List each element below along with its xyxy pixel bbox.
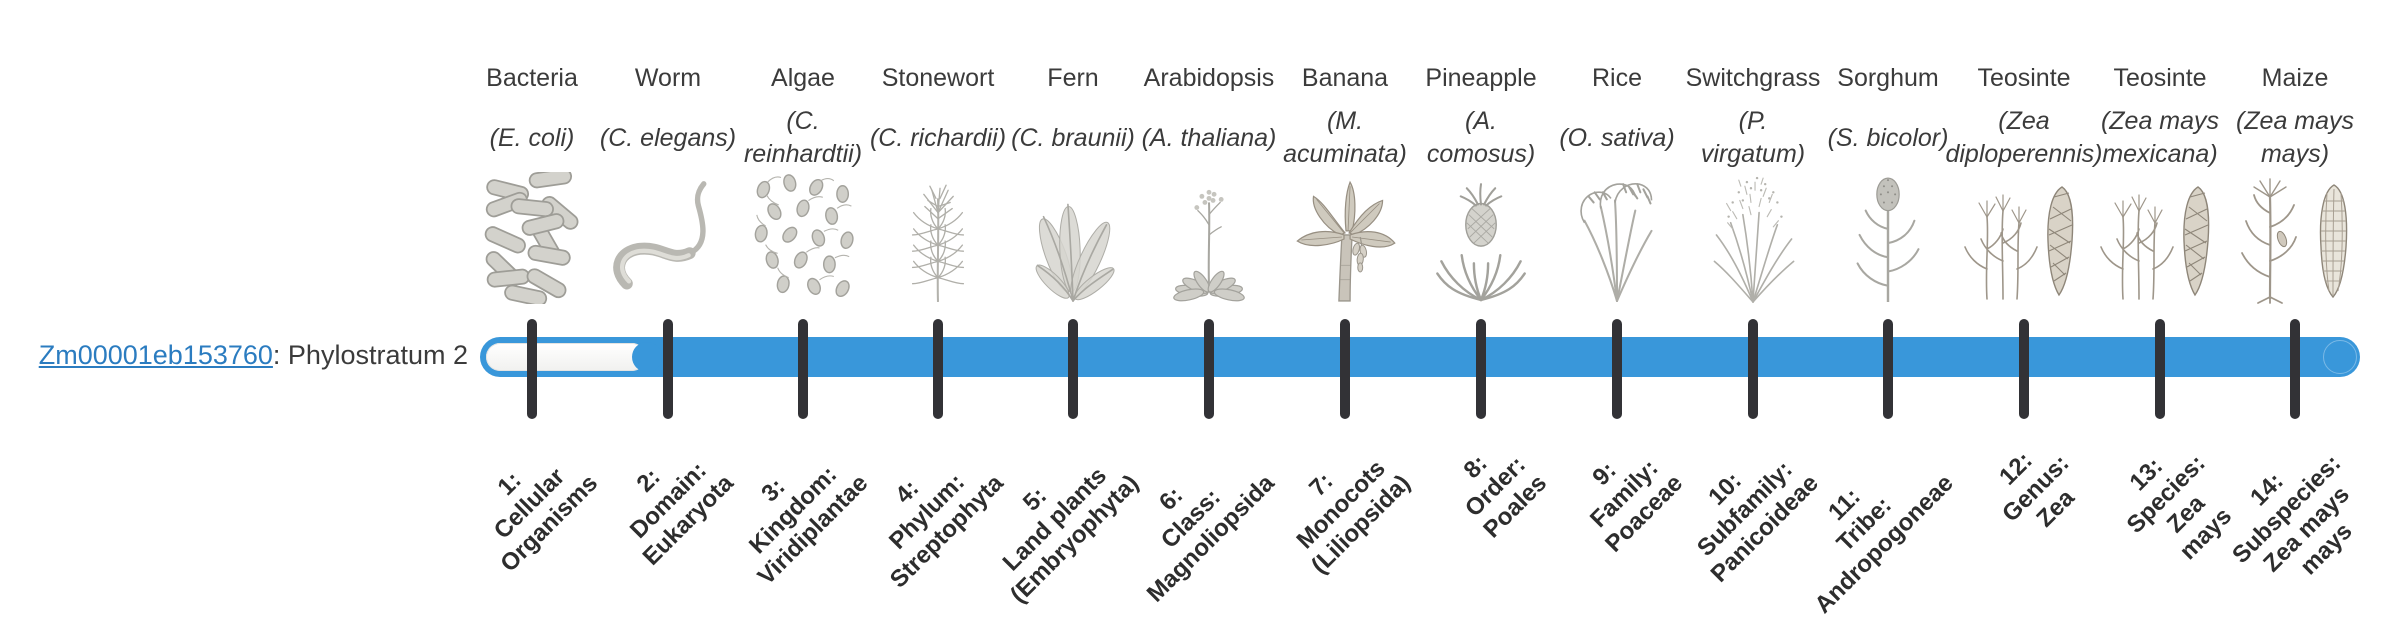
column-switchgrass: Switchgrass (P. virgatum) 10: Subfamily:… — [1668, 62, 1838, 588]
worm-icon — [603, 172, 733, 304]
column-header: Bacteria (E. coli) — [447, 62, 617, 174]
phylostratum-text: : Phylostratum 2 — [272, 340, 468, 370]
stratum-label-14: 14: Subspecies: Zea mays mays — [2226, 449, 2358, 581]
organism-name: Algae — [771, 64, 835, 92]
rice-icon — [1552, 172, 1682, 304]
organism-scientific-name: (C. richardii) — [869, 123, 1007, 152]
stratum-label-11: 11: Tribe: Andropogoneae — [1809, 469, 1959, 619]
organism-scientific-name: (O. sativa) — [1559, 123, 1675, 152]
banana-icon — [1280, 172, 1410, 304]
organism-name: Teosinte — [1977, 64, 2071, 92]
organism-name: Stonewort — [881, 64, 995, 92]
organism-scientific-name: (E. coli) — [489, 123, 575, 152]
organism-name: Sorghum — [1837, 64, 1939, 92]
column-header: Stonewort (C. richardii) — [853, 62, 1023, 174]
column-header: Teosinte (Zea diploperennis) — [1939, 62, 2109, 174]
teosinte-diploperennis-icon — [1959, 172, 2089, 304]
stratum-label-8: 8: Order: Poales — [1458, 449, 1552, 544]
column-header: Switchgrass (P. virgatum) — [1668, 62, 1838, 174]
maize-icon — [2230, 172, 2360, 304]
organism-scientific-name: (S. bicolor) — [1827, 123, 1949, 152]
stonewort-icon — [873, 172, 1003, 304]
stratum-label-3: 3: Kingdom: Viridiplantae — [744, 460, 874, 591]
stratum-label-9: 9: Family: Poaceae — [1584, 454, 1688, 558]
organism-name: Switchgrass — [1685, 64, 1821, 92]
column-maize: Maize (Zea mays mays) 14: Subspecies: Ze… — [2210, 62, 2380, 580]
switchgrass-icon — [1688, 172, 1818, 304]
column-header: Teosinte (Zea mays mexicana) — [2075, 62, 2245, 174]
column-bacteria: Bacteria (E. coli) 1: Cellular Organisms — [0, 62, 617, 578]
stratum-label-10: 10: Subfamily: Panicoideae — [1691, 455, 1824, 588]
stratum-label-13: 13: Species: Zea mays — [2121, 449, 2238, 566]
stratum-label-12: 12: Genus: Zea — [1994, 446, 2081, 533]
column-header: Fern (C. braunii) — [988, 62, 1158, 174]
column-teosinte-mexicana: Teosinte (Zea mays mexicana) 13: Species… — [0, 62, 2245, 566]
column-fern: Fern (C. braunii) 5: Land plants (Embryo… — [988, 62, 1158, 608]
sorghum-icon — [1823, 172, 1953, 304]
stratum-label-1: 1: Cellular Organisms — [488, 463, 603, 578]
organism-scientific-name: (Zea mays mexicana) — [2100, 107, 2220, 168]
organism-name: Banana — [1301, 64, 1389, 92]
organism-name: Rice — [1591, 64, 1642, 92]
column-pineapple: Pineapple (A. comosus) 8: Order: Poales — [1396, 62, 1566, 544]
stratum-label-2: 2: Domain: Eukaryota — [624, 456, 739, 571]
column-header: Sorghum (S. bicolor) — [1803, 62, 1973, 174]
organism-scientific-name: (Zea mays mays) — [2235, 107, 2355, 168]
algae-icon — [738, 172, 868, 304]
organism-name: Bacteria — [486, 64, 578, 92]
bar-end-ring — [2323, 340, 2357, 374]
stratum-label-7: 7: Monocots (Liliopsida) — [1291, 454, 1416, 580]
column-header: Algae (C. reinhardtii) — [718, 62, 888, 174]
teosinte-mexicana-icon — [2095, 172, 2225, 304]
column-banana: Banana (M. acuminata) 7: Monocots (Lilio… — [1260, 62, 1430, 580]
organism-scientific-name: (C. braunii) — [1011, 123, 1135, 152]
stratum-label-5: 5: Land plants (Embryophyta) — [997, 462, 1144, 609]
column-rice: Rice (O. sativa) 9: Family: Poaceae — [1532, 62, 1702, 558]
fern-icon — [1008, 172, 1138, 304]
organism-name: Teosinte — [2113, 64, 2207, 92]
column-teosinte-diploperennis: Teosinte (Zea diploperennis) 12: Genus: … — [1939, 62, 2109, 533]
organism-scientific-name: (C. reinhardtii) — [743, 107, 863, 168]
column-worm: Worm (C. elegans) 2: Domain: Eukaryota — [583, 62, 753, 571]
organism-scientific-name: (C. elegans) — [599, 123, 737, 152]
column-header: Arabidopsis (A. thaliana) — [1124, 62, 1294, 174]
pineapple-icon — [1416, 172, 1546, 304]
organism-name: Worm — [634, 64, 702, 92]
column-sorghum: Sorghum (S. bicolor) 11: Tribe: Andropog… — [1803, 62, 1973, 619]
column-algae: Algae (C. reinhardtii) 3: Kingdom: Virid… — [718, 62, 888, 590]
fill-start-cap — [632, 342, 662, 372]
organism-name: Maize — [2261, 64, 2329, 92]
timeline-bar — [480, 337, 2360, 377]
organism-name: Pineapple — [1425, 64, 1537, 92]
gene-id-link[interactable]: Zm00001eb153760 — [38, 340, 273, 370]
phylostratum-figure: Zm00001eb153760: Phylostratum 2 Bacteria… — [0, 62, 2380, 619]
stratum-label-6: 6: Class: Magnoliopsida — [1141, 469, 1280, 608]
column-arabidopsis: Arabidopsis (A. thaliana) 6: Class: Magn… — [1124, 62, 1294, 607]
column-header: Pineapple (A. comosus) — [1396, 62, 1566, 174]
gene-label: Zm00001eb153760: Phylostratum 2 — [30, 338, 468, 372]
organism-name: Fern — [1047, 64, 1099, 92]
bacteria-icon — [467, 172, 597, 304]
stratum-label-4: 4: Phylum: Streptophyta — [883, 468, 1009, 594]
organism-scientific-name: (A. thaliana) — [1141, 123, 1277, 152]
column-header: Maize (Zea mays mays) — [2210, 62, 2380, 174]
column-stonewort: Stonewort (C. richardii) 4: Phylum: Stre… — [853, 62, 1023, 593]
column-header: Rice (O. sativa) — [1532, 62, 1702, 174]
arabidopsis-icon — [1144, 172, 1274, 304]
organism-scientific-name: (M. acuminata) — [1283, 107, 1407, 168]
unfilled-segment-stratum-1 — [486, 343, 646, 371]
column-header: Worm (C. elegans) — [583, 62, 753, 174]
organism-scientific-name: (A. comosus) — [1426, 107, 1536, 168]
organism-scientific-name: (P. virgatum) — [1700, 107, 1806, 168]
organism-name: Arabidopsis — [1143, 64, 1275, 92]
organism-scientific-name: (Zea diploperennis) — [1945, 107, 2103, 168]
column-header: Banana (M. acuminata) — [1260, 62, 1430, 174]
